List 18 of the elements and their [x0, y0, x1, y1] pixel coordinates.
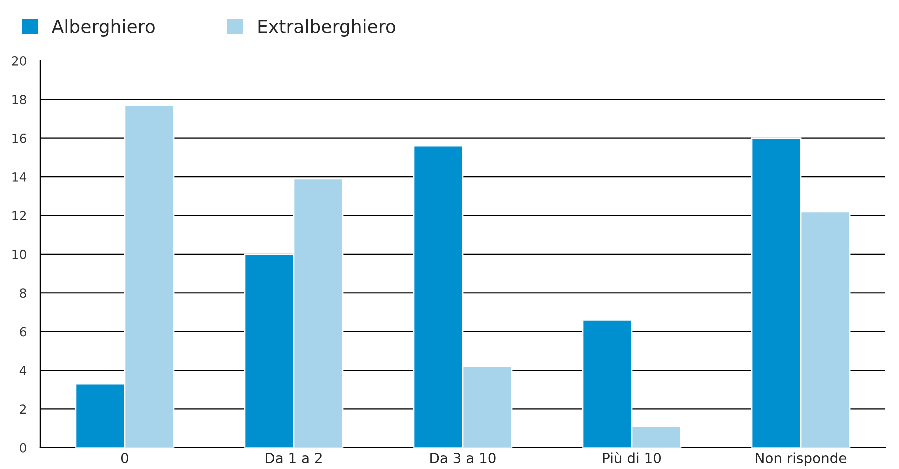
x-tick-label: Da 1 a 2: [266, 453, 322, 464]
y-tick-label: 10: [12, 250, 26, 260]
legend-label: Extralberghiero: [258, 20, 396, 37]
legend-label: Alberghiero: [52, 20, 155, 37]
y-tick-label: 8: [20, 288, 26, 298]
x-tick-label: Più di 10: [603, 452, 662, 464]
y-tick-label: 18: [12, 95, 26, 105]
y-tick-label: 0: [20, 443, 26, 453]
x-tick-label: 0: [121, 453, 128, 464]
y-tick-label: 12: [12, 211, 26, 220]
y-tick-label: 16: [12, 134, 26, 144]
y-tick-label: 6: [20, 327, 26, 337]
y-tick-label: 20: [12, 56, 26, 66]
y-tick-label: 4: [20, 366, 27, 376]
x-tick-label: Da 3 a 10: [430, 453, 496, 464]
y-tick-label: 2: [20, 404, 26, 414]
x-tick-label: Non risponde: [756, 452, 846, 466]
y-tick-label: 14: [12, 172, 27, 182]
